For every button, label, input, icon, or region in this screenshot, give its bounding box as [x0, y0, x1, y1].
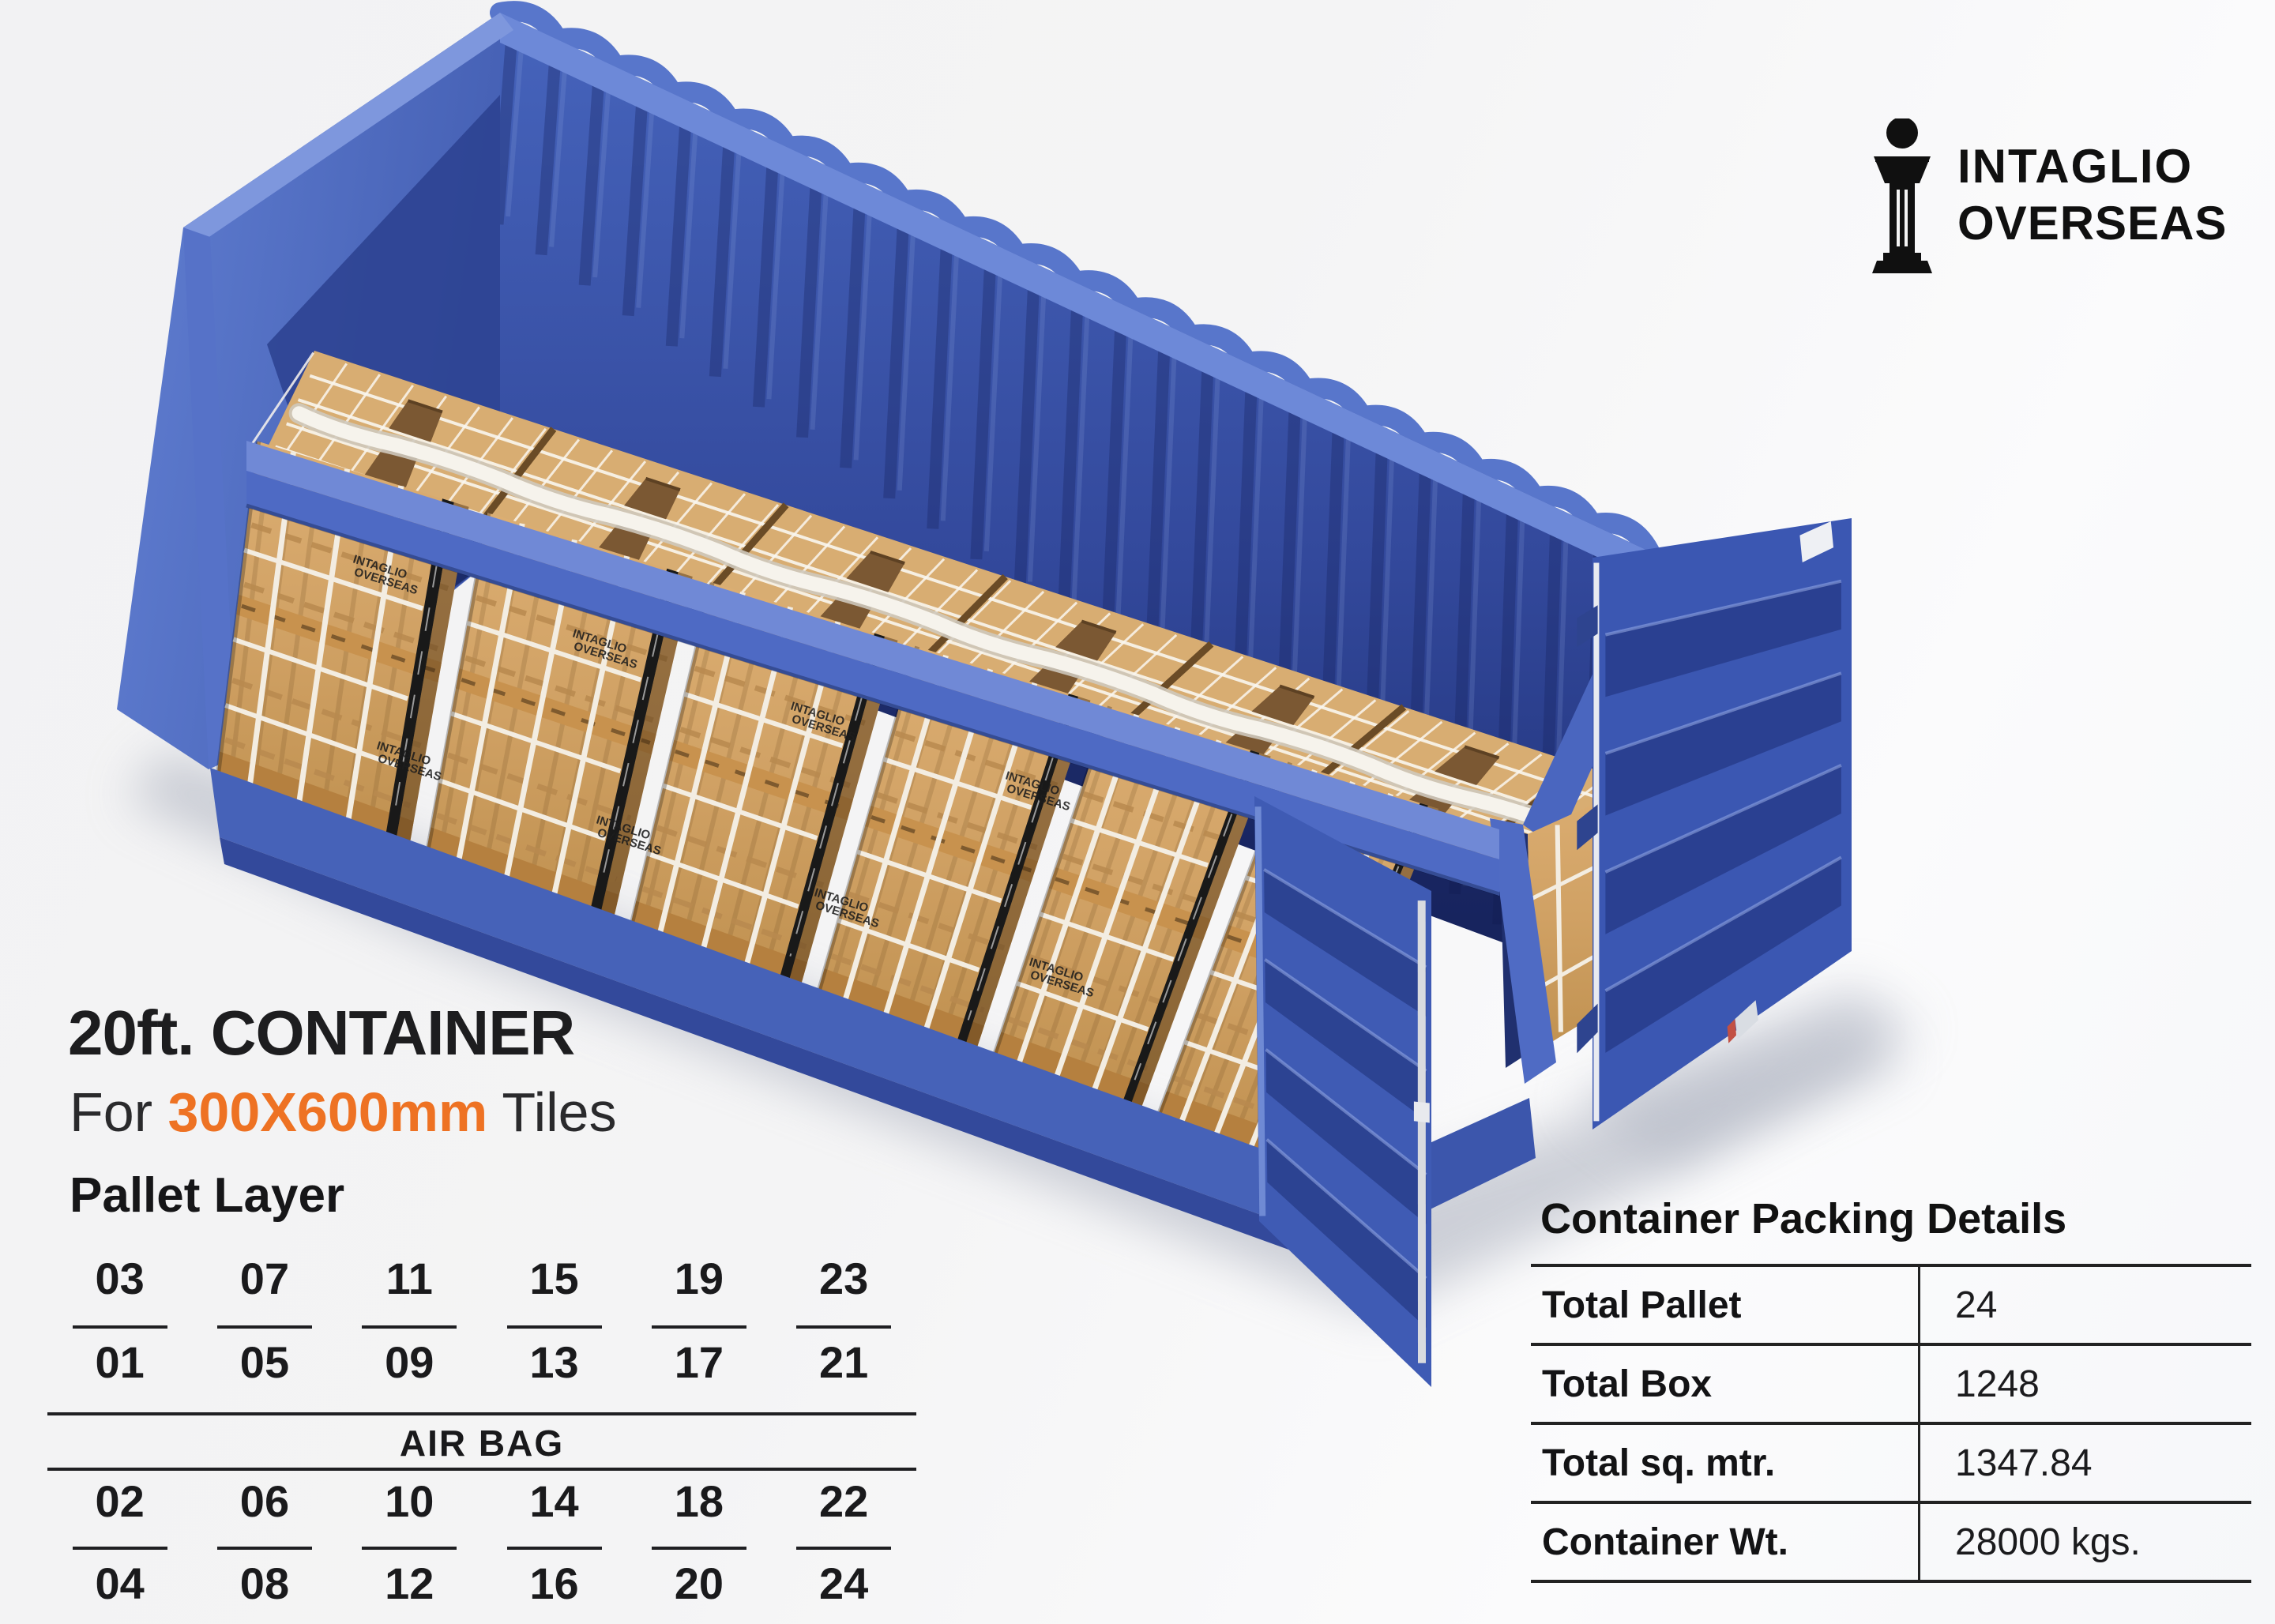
pallet-number: 17 [674, 1337, 724, 1387]
brand-logo: INTAGLIO OVERSEAS [1871, 118, 2242, 276]
packing-details-table: Container Packing Details Total Pallet 2… [1531, 1194, 2251, 1583]
subtitle-prefix: For [70, 1081, 168, 1143]
pallet-number: 15 [529, 1254, 579, 1303]
pallet-layer-row-upper: 01 05 09 13 17 21 [47, 1336, 916, 1388]
airbag-divider-top [47, 1412, 916, 1415]
pallet-row-divider [47, 1547, 916, 1550]
table-row: Total Box 1248 [1531, 1346, 2251, 1425]
airbag-divider-bottom [47, 1468, 916, 1471]
pallet-number: 14 [529, 1476, 579, 1526]
pallet-number: 02 [95, 1476, 145, 1526]
row-value: 24 [1918, 1267, 2251, 1343]
pallet-number: 21 [818, 1337, 869, 1387]
brand-name-line2: OVERSEAS [1957, 197, 2228, 250]
row-label: Total Box [1542, 1363, 1713, 1405]
pallet-layer-heading: Pallet Layer [70, 1168, 345, 1223]
table-row: Container Wt. 28000 kgs. [1531, 1504, 2251, 1583]
row-label: Total Pallet [1542, 1284, 1742, 1326]
airbag-label: AIR BAG [399, 1423, 565, 1464]
row-value: 28000 kgs. [1918, 1504, 2251, 1580]
pallet-number: 22 [818, 1476, 869, 1526]
pallet-number: 24 [818, 1558, 869, 1608]
pallet-number: 01 [95, 1337, 145, 1387]
pallet-number: 13 [529, 1337, 579, 1387]
tile-size-highlight: 300X600mm [167, 1081, 488, 1143]
pallet-number: 23 [818, 1254, 869, 1303]
pallet-number: 20 [674, 1558, 724, 1608]
subtitle-suffix: Tiles [487, 1081, 617, 1143]
row-value: 1347.84 [1918, 1425, 2251, 1501]
row-value: 1248 [1918, 1346, 2251, 1422]
pallet-number: 04 [95, 1558, 145, 1608]
table-row: Total Pallet 24 [1531, 1267, 2251, 1346]
pallet-number: 12 [385, 1558, 434, 1608]
pallet-number: 03 [95, 1254, 145, 1303]
pallet-number: 06 [239, 1476, 290, 1526]
page-title: 20ft. CONTAINER [68, 998, 575, 1068]
page-subtitle: For 300X600mm Tiles [70, 1081, 617, 1144]
pallet-number: 07 [239, 1254, 290, 1303]
pallet-number: 19 [674, 1254, 724, 1303]
pallet-layer-row-lower: 02 06 10 14 18 22 [47, 1476, 916, 1527]
pallet-row-divider [47, 1325, 916, 1329]
pallet-number: 05 [239, 1337, 290, 1387]
pallet-number: 09 [385, 1337, 434, 1387]
pallet-layer-row-bottom: 04 08 12 16 20 24 [47, 1558, 916, 1609]
column-icon [1872, 118, 1932, 273]
packing-details-title: Container Packing Details [1540, 1195, 2067, 1242]
table-row: Total sq. mtr. 1347.84 [1531, 1425, 2251, 1504]
row-label: Container Wt. [1542, 1521, 1788, 1563]
brand-name-line1: INTAGLIO [1957, 140, 2194, 193]
pallet-number: 16 [529, 1558, 579, 1608]
row-label: Total sq. mtr. [1542, 1442, 1776, 1484]
pallet-number: 11 [385, 1254, 433, 1303]
pallet-number: 08 [239, 1558, 290, 1608]
pallet-layer-row-top: 03 07 11 15 19 23 [47, 1253, 916, 1304]
pallet-number: 10 [385, 1476, 434, 1526]
pallet-number: 18 [674, 1476, 724, 1526]
